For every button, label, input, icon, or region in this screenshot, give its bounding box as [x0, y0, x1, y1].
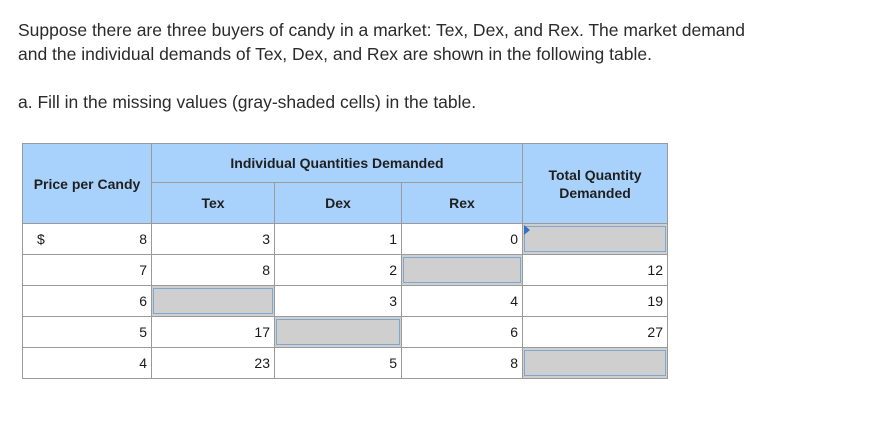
part-a-instruction: a. Fill in the missing values (gray-shad…	[18, 92, 477, 112]
rex-quantity-input[interactable]	[403, 257, 521, 283]
total-quantity-input-cell	[522, 223, 668, 255]
individual-quantities-header: Individual Quantities Demanded	[151, 143, 523, 183]
input-flag-icon	[524, 225, 530, 235]
tex-header: Tex	[151, 182, 275, 224]
demand-table: Price per Candy Individual Quantities De…	[22, 143, 668, 379]
table-row: $8 3 1 0	[22, 223, 668, 255]
dollar-sign: $	[37, 231, 45, 247]
tex-quantity: 23	[151, 347, 275, 379]
total-quantity: 12	[522, 254, 668, 286]
dex-quantity: 5	[274, 347, 402, 379]
price-per-candy-header: Price per Candy	[22, 143, 152, 224]
total-quantity: 19	[522, 285, 668, 317]
table-row: 5 17 6 27	[22, 316, 668, 348]
price-cell: 6	[22, 285, 158, 317]
tex-quantity-input[interactable]	[153, 288, 273, 314]
total-quantity-input-cell	[522, 347, 668, 379]
intro-line-2: and the individual demands of Tex, Dex, …	[18, 44, 652, 64]
price-value: 8	[139, 231, 147, 247]
dex-quantity: 2	[274, 254, 408, 286]
rex-quantity: 6	[401, 316, 523, 348]
tex-quantity-value: 17	[254, 324, 270, 340]
dex-quantity: 3	[274, 285, 402, 317]
tex-quantity: 8	[151, 254, 275, 286]
tex-quantity: 17	[151, 316, 281, 348]
rex-quantity: 4	[401, 285, 523, 317]
dex-quantity-input-cell	[274, 316, 402, 348]
price-value: 6	[139, 293, 147, 309]
intro-line-1: Suppose there are three buyers of candy …	[18, 20, 745, 40]
price-value: 4	[22, 347, 152, 379]
tex-quantity-input-cell	[151, 285, 275, 317]
dex-quantity-value: 2	[389, 262, 397, 278]
table-row: 6 3 4 19	[22, 285, 668, 317]
table-row: 7 8 2 12	[22, 254, 668, 286]
price-value: 7	[22, 254, 152, 286]
rex-header: Rex	[401, 182, 523, 224]
total-quantity: 27	[522, 316, 668, 348]
rex-quantity-value: 8	[510, 355, 518, 371]
dex-quantity-input[interactable]	[276, 319, 400, 345]
total-quantity-header: Total Quantity Demanded	[522, 143, 668, 224]
dex-quantity: 1	[274, 223, 402, 255]
problem-intro: Suppose there are three buyers of candy …	[18, 18, 868, 66]
tex-quantity: 3	[151, 223, 275, 255]
total-quantity-input[interactable]	[524, 350, 666, 376]
price-value: 5	[22, 316, 152, 348]
table-row: 4 23 5 8	[22, 347, 668, 379]
total-quantity-input[interactable]	[524, 226, 666, 252]
rex-quantity: 8	[401, 347, 529, 379]
rex-quantity: 0	[401, 223, 523, 255]
dex-header: Dex	[274, 182, 402, 224]
rex-quantity-input-cell	[401, 254, 523, 286]
price-cell: $8	[22, 223, 152, 255]
